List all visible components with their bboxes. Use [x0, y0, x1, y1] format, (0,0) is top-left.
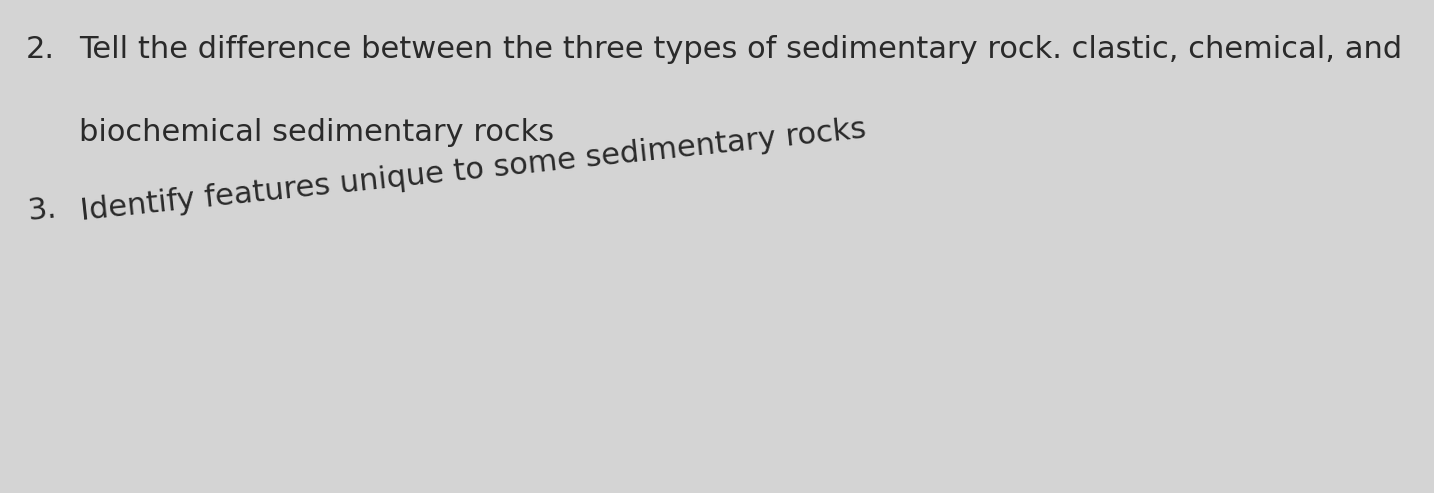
Text: Tell the difference between the three types of sedimentary rock. clastic, chemic: Tell the difference between the three ty… [79, 35, 1402, 64]
Text: Identify features unique to some sedimentary rocks: Identify features unique to some sedimen… [79, 115, 868, 226]
Text: biochemical sedimentary rocks: biochemical sedimentary rocks [79, 118, 554, 147]
Text: 2.: 2. [26, 35, 54, 64]
Text: 3.: 3. [26, 194, 57, 226]
